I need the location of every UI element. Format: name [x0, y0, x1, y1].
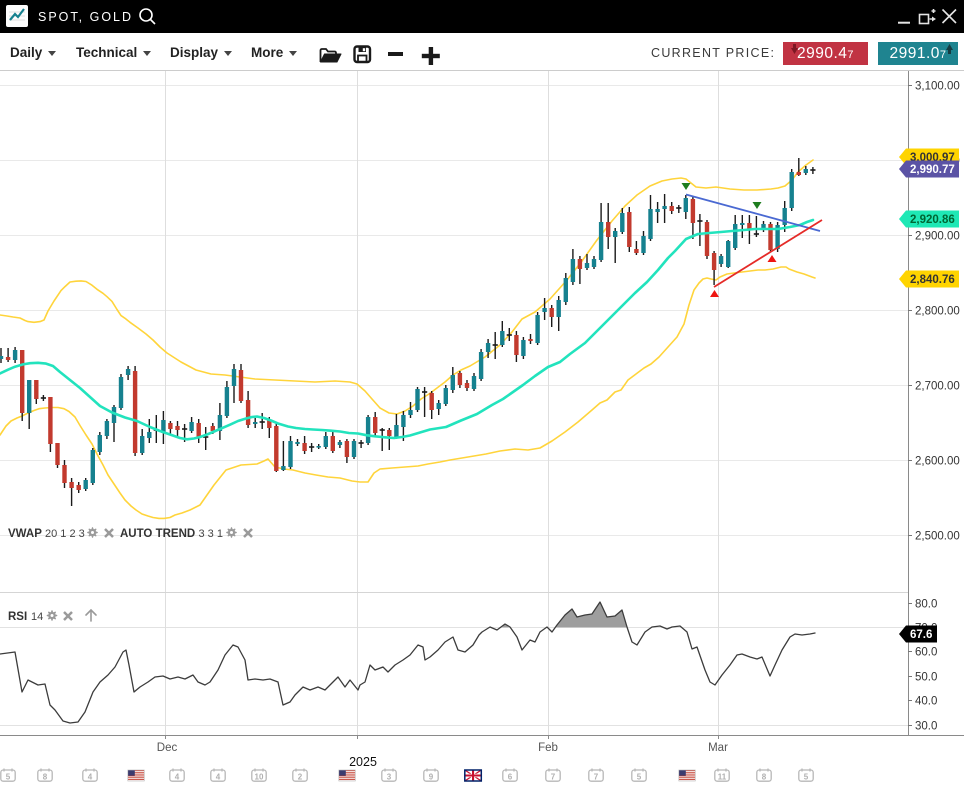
- svg-text:4: 4: [216, 773, 221, 782]
- svg-text:14: 14: [31, 611, 43, 623]
- svg-text:7: 7: [551, 773, 556, 782]
- svg-text:10: 10: [255, 773, 264, 782]
- svg-text:2025: 2025: [349, 755, 377, 769]
- svg-text:8: 8: [762, 773, 767, 782]
- svg-text:3,100.00: 3,100.00: [915, 81, 960, 93]
- svg-text:RSI: RSI: [8, 611, 27, 623]
- svg-text:11: 11: [718, 773, 727, 782]
- svg-text:2,600.00: 2,600.00: [915, 456, 960, 468]
- svg-text:2,700.00: 2,700.00: [915, 381, 960, 393]
- svg-text:50.0: 50.0: [915, 672, 937, 684]
- svg-text:VWAP: VWAP: [8, 528, 42, 540]
- svg-text:7: 7: [594, 773, 599, 782]
- svg-text:5: 5: [637, 773, 642, 782]
- svg-text:5: 5: [6, 773, 11, 782]
- svg-text:4: 4: [88, 773, 93, 782]
- svg-text:2,900.00: 2,900.00: [915, 231, 960, 243]
- svg-text:2,800.00: 2,800.00: [915, 306, 960, 318]
- svg-text:80.0: 80.0: [915, 599, 937, 611]
- svg-text:2,840.76: 2,840.76: [910, 274, 955, 286]
- svg-text:2,920.86: 2,920.86: [910, 214, 955, 226]
- svg-text:Feb: Feb: [538, 742, 558, 754]
- svg-text:40.0: 40.0: [915, 696, 937, 708]
- svg-text:60.0: 60.0: [915, 647, 937, 659]
- svg-text:67.6: 67.6: [910, 629, 932, 641]
- svg-text:Dec: Dec: [157, 742, 178, 754]
- svg-text:2: 2: [298, 773, 303, 782]
- svg-text:2,500.00: 2,500.00: [915, 531, 960, 543]
- svg-text:8: 8: [43, 773, 48, 782]
- svg-text:5: 5: [804, 773, 809, 782]
- svg-text:30.0: 30.0: [915, 721, 937, 733]
- svg-text:9: 9: [429, 773, 434, 782]
- svg-text:Mar: Mar: [708, 742, 728, 754]
- svg-text:2,990.77: 2,990.77: [910, 164, 955, 176]
- svg-text:6: 6: [508, 773, 513, 782]
- svg-text:AUTO TREND: AUTO TREND: [120, 528, 195, 540]
- svg-text:3: 3: [387, 773, 392, 782]
- svg-text:3 3 1: 3 3 1: [199, 528, 223, 540]
- svg-text:4: 4: [175, 773, 180, 782]
- svg-text:20 1 2 3: 20 1 2 3: [45, 528, 85, 540]
